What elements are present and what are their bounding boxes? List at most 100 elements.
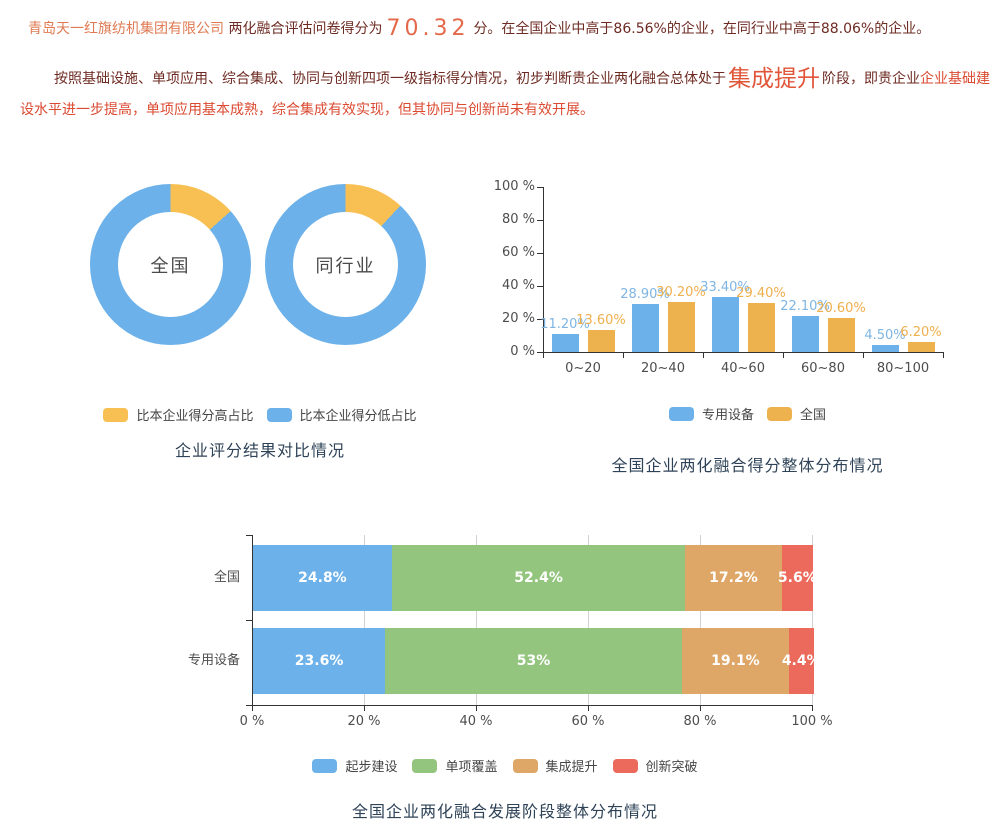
y-tick <box>537 286 543 287</box>
x-tick <box>703 352 704 358</box>
bar-value-label: 29.40% <box>736 286 786 301</box>
bar-全国-20~40[interactable] <box>667 302 695 352</box>
bar-全国-0~20[interactable] <box>587 330 615 352</box>
segment-单项覆盖-全国[interactable]: 52.4% <box>391 545 686 611</box>
gridline <box>364 535 365 705</box>
bar-专用设备-40~60[interactable] <box>711 297 739 352</box>
donut-industry[interactable]: 同行业 <box>265 184 426 345</box>
donut-chart-panel: 全国 同行业 比本企业得分高占比 比本企业得分低占比 企业评分结果对比情况 <box>60 160 460 465</box>
x-axis <box>252 705 813 706</box>
donut-legend: 比本企业得分高占比 比本企业得分低占比 <box>60 405 460 424</box>
x-tick-label: 100 % <box>791 714 833 729</box>
bar-value-label: 13.60% <box>576 313 626 328</box>
legend-swatch-blue <box>668 406 694 421</box>
bar-全国-60~80[interactable] <box>827 318 855 352</box>
bar-value-label: 22.10% <box>780 299 830 314</box>
legend-item-higher[interactable]: 比本企业得分高占比 <box>103 405 254 424</box>
bar-chart-plot: 0 % 20 % 40 % 60 % 80 % 100 % 0~20 11.20% 13.60%… <box>494 175 995 385</box>
x-tick <box>543 352 544 358</box>
segment-集成提升-全国[interactable]: 17.2% <box>685 545 782 611</box>
y-tick-label: 0 % <box>510 344 535 359</box>
legend-item-lower[interactable]: 比本企业得分低占比 <box>266 405 417 424</box>
segment-起步建设-专用设备[interactable]: 23.6% <box>253 628 386 694</box>
segment-创新突破-专用设备[interactable]: 4.4% <box>782 628 821 694</box>
x-tick <box>863 352 864 358</box>
y-tick <box>537 352 543 353</box>
gridline <box>476 535 477 705</box>
segment-创新突破-全国[interactable]: 5.6% <box>778 545 817 611</box>
segment-集成提升-专用设备[interactable]: 19.1% <box>681 628 789 694</box>
legend-label: 比本企业得分低占比 <box>299 409 417 424</box>
bar-value-label: 30.20% <box>656 285 706 300</box>
bar-chart-title: 全国企业两化融合得分整体分布情况 <box>611 456 884 475</box>
x-tick <box>588 705 589 711</box>
y-tick <box>537 187 543 188</box>
bar-value-label: 11.20% <box>540 317 590 332</box>
x-tick <box>623 352 624 358</box>
x-category-label: 60~80 <box>801 361 845 376</box>
y-tick-label: 80 % <box>501 212 535 227</box>
legend-label: 全国 <box>800 408 827 423</box>
bar-专用设备-60~80[interactable] <box>791 316 819 352</box>
x-category-label: 80~100 <box>876 361 930 376</box>
x-tick-label: 80 % <box>683 714 717 729</box>
row-label: 专用设备 <box>187 653 240 668</box>
bar-value-label: 33.40% <box>700 280 750 295</box>
y-tick <box>537 220 543 221</box>
x-tick-label: 60 % <box>571 714 605 729</box>
bar-legend: 专用设备 全国 <box>500 404 995 423</box>
legend-item-stage3[interactable]: 集成提升 <box>512 756 598 775</box>
y-tick <box>537 319 543 320</box>
legend-swatch-blue <box>312 758 338 773</box>
y-tick-label: 20 % <box>501 311 535 326</box>
x-tick <box>252 705 253 711</box>
y-axis <box>543 187 544 353</box>
y-tick <box>537 253 543 254</box>
segment-单项覆盖-专用设备[interactable]: 53% <box>385 628 682 694</box>
legend-swatch-green <box>412 758 438 773</box>
bar-全国-40~60[interactable] <box>747 303 775 352</box>
stage-mid: 阶段，即贵企业 <box>822 71 920 87</box>
x-tick <box>700 705 701 711</box>
legend-item-national[interactable]: 全国 <box>767 404 826 423</box>
score-value: 70.32 <box>386 16 470 41</box>
stacked-chart-panel: 0 % 20 % 40 % 60 % 80 % 100 % 全国 24.8% 52.4% 17.2… <box>15 530 995 829</box>
y-tick-label: 40 % <box>501 278 535 293</box>
stacked-chart-plot: 0 % 20 % 40 % 60 % 80 % 100 % 全国 24.8% 52.4% 17.2… <box>15 530 995 730</box>
bar-全国-80~100[interactable] <box>907 342 935 352</box>
score-summary-text: 青岛天一红旗纺机集团有限公司 两化融合评估问卷得分为 70.32 分。在全国企业中高… <box>28 13 989 45</box>
stacked-legend: 起步建设 单项覆盖 集成提升 创新突破 <box>15 756 995 775</box>
legend-item-stage2[interactable]: 单项覆盖 <box>412 756 498 775</box>
bar-专用设备-80~100[interactable] <box>871 345 899 352</box>
legend-label: 专用设备 <box>701 408 754 423</box>
legend-swatch-yellow <box>103 407 129 422</box>
legend-label: 单项覆盖 <box>445 760 498 775</box>
x-tick-label: 0 % <box>239 714 265 729</box>
score-prefix: 两化融合评估问卷得分为 <box>228 21 383 37</box>
stage-name: 集成提升 <box>728 66 820 92</box>
company-name: 青岛天一红旗纺机集团有限公司 <box>28 21 224 37</box>
bar-专用设备-20~40[interactable] <box>631 304 659 352</box>
legend-item-stage1[interactable]: 起步建设 <box>312 756 397 775</box>
x-category-label: 20~40 <box>641 361 685 376</box>
legend-swatch-orange <box>767 406 792 421</box>
legend-item-stage4[interactable]: 创新突破 <box>612 756 698 775</box>
row-label: 全国 <box>213 570 240 585</box>
legend-label: 比本企业得分高占比 <box>136 409 254 424</box>
segment-起步建设-全国[interactable]: 24.8% <box>253 545 392 611</box>
donut-national[interactable]: 全国 <box>90 184 251 345</box>
legend-swatch-red <box>612 758 638 773</box>
x-axis <box>543 352 944 353</box>
legend-label: 起步建设 <box>345 760 398 775</box>
stage-prefix: 按照基础设施、单项应用、综合集成、协同与创新四项一级指标得分情况，初步判断贵企业… <box>54 71 726 87</box>
bar-value-label: 28.90% <box>620 287 670 302</box>
legend-item-equipment[interactable]: 专用设备 <box>668 404 754 423</box>
bar-value-label: 4.50% <box>864 328 906 343</box>
gridline <box>812 535 813 705</box>
x-category-label: 40~60 <box>721 361 765 376</box>
y-tick <box>246 705 252 706</box>
legend-swatch-blue <box>266 407 292 422</box>
bar-chart-panel: 0 % 20 % 40 % 60 % 80 % 100 % 0~20 11.20% 13.60%… <box>494 175 995 480</box>
bar-专用设备-0~20[interactable] <box>551 334 579 352</box>
y-tick-label: 60 % <box>501 245 535 260</box>
